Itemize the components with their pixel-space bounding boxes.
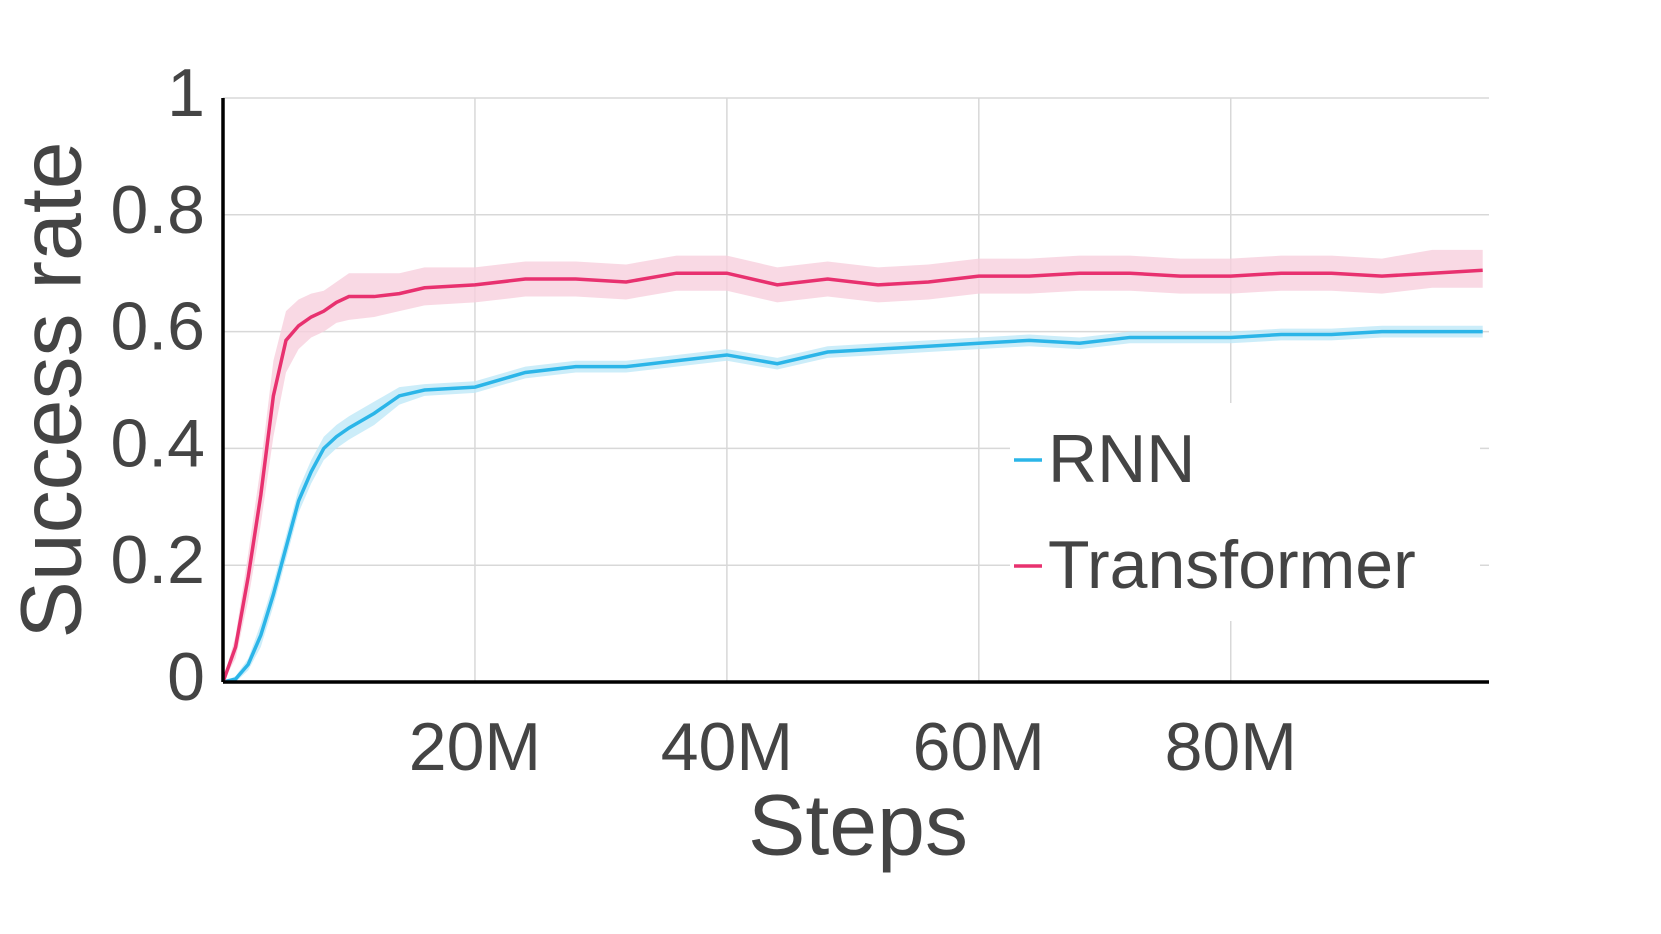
y-axis-title: Success rate (4, 141, 100, 638)
error-band (223, 249, 1483, 682)
x-axis-title: Steps (748, 778, 968, 874)
y-tick-label: 0 (167, 639, 205, 715)
y-tick-label: 1 (167, 55, 205, 131)
x-tick-label: 60M (913, 709, 1045, 785)
legend-label: RNN (1048, 421, 1195, 497)
y-tick-label: 0.2 (110, 522, 205, 598)
legend-box (1010, 403, 1480, 621)
x-tick-label: 40M (661, 709, 793, 785)
legend: RNN Transformer (1010, 403, 1480, 621)
line (222, 329, 1483, 684)
legend-label: Transformer (1048, 527, 1416, 603)
line (221, 268, 1483, 683)
x-tick-label: 80M (1165, 709, 1297, 785)
y-tick-label: 0.6 (110, 289, 205, 365)
x-tick-label: 20M (409, 709, 541, 785)
y-tick-label: 0.4 (110, 405, 205, 481)
y-tick-label: 0.8 (110, 172, 205, 248)
